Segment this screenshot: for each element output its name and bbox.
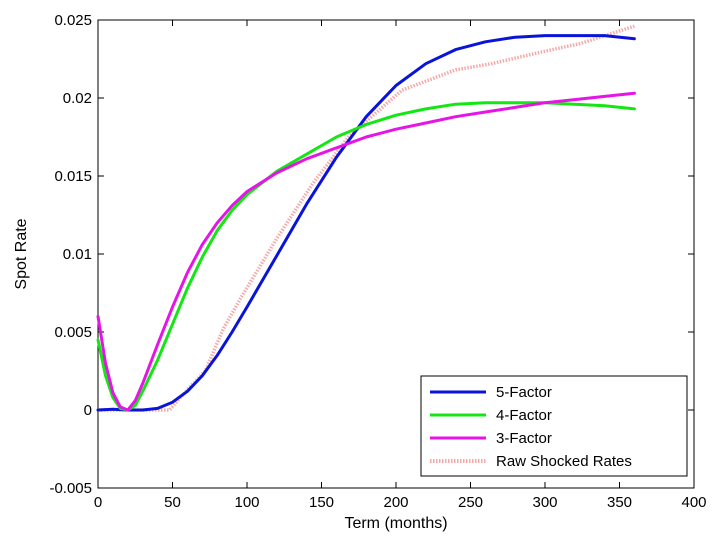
y-tick-label: -0.005	[49, 480, 92, 497]
x-tick-label: 100	[234, 494, 259, 511]
legend-label: 3-Factor	[496, 430, 552, 447]
series-line-3-factor	[96, 91, 636, 412]
y-tick-label: 0.005	[54, 324, 92, 341]
x-tick-label: 350	[607, 494, 632, 511]
y-tick-label: 0.02	[63, 90, 92, 107]
legend-label: Raw Shocked Rates	[496, 453, 632, 470]
y-tick-label: 0.025	[54, 12, 92, 29]
y-axis: -0.005 0 0.005 0.01 0.015 0.02 0.025	[49, 12, 694, 497]
legend-label: 5-Factor	[496, 384, 552, 401]
x-tick-label: 250	[458, 494, 483, 511]
x-tick-label: 150	[309, 494, 334, 511]
legend: 5-Factor 4-Factor 3-Factor Raw Shocked Rate…	[420, 375, 688, 477]
series-line-raw-shocked-rates	[98, 24, 635, 412]
series-line-5-factor	[96, 34, 636, 412]
x-tick-label: 0	[94, 494, 102, 511]
x-tick-label: 300	[532, 494, 557, 511]
legend-label: 4-Factor	[496, 407, 552, 424]
y-tick-label: 0	[84, 402, 92, 419]
x-tick-label: 50	[164, 494, 181, 511]
y-tick-label: 0.015	[54, 168, 92, 185]
series-layer	[96, 24, 636, 412]
x-tick-label: 200	[383, 494, 408, 511]
y-tick-label: 0.01	[63, 246, 92, 263]
y-axis-label: Spot Rate	[13, 218, 30, 289]
x-axis-label: Term (months)	[344, 515, 447, 532]
x-tick-label: 400	[681, 494, 706, 511]
x-axis: 0 50 100 150 200 250 300 350 400	[94, 20, 707, 511]
